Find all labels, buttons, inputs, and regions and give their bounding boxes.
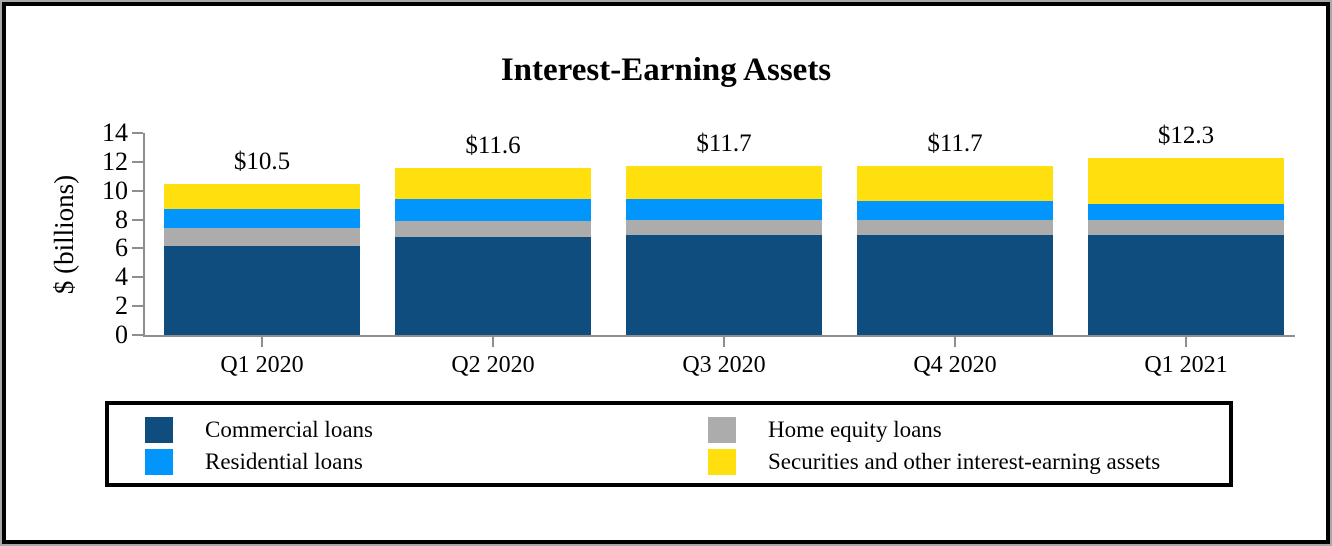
x-axis-tick-mark [261,335,263,347]
y-axis-tick-label: 10 [102,175,128,205]
y-axis-tick-label: 8 [115,204,128,234]
x-axis-label: Q2 2020 [451,352,535,378]
legend: Commercial loans Residential loans Home … [105,401,1233,487]
bar-total-label: $11.6 [465,131,521,159]
bar-segment-residential-loans [857,200,1053,220]
bar-segment-residential-loans [1088,203,1284,220]
bar-segment-residential-loans [164,209,360,229]
x-axis-tick-mark [723,335,725,347]
legend-item-label: Securities and other interest-earning as… [768,449,1161,474]
y-axis-tick-label: 0 [115,320,128,349]
y-axis-tick-label: 4 [115,262,128,292]
stacked-bar-q1-2020 [164,183,360,335]
stacked-bar-q2-2020 [395,167,591,335]
bar-segment-securities-and-other-interest-earning-assets [1088,157,1284,204]
stacked-bar-q3-2020 [626,166,822,335]
bar-segment-securities-and-other-interest-earning-assets [857,166,1053,201]
bar-segment-commercial-loans [1088,235,1284,335]
bar-total-label: $10.5 [233,147,291,175]
y-axis-tick-mark [132,218,143,221]
y-axis-tick-label: 6 [115,233,128,263]
legend-item-label: Home equity loans [768,417,942,442]
y-axis-tick-mark [132,189,143,192]
bar-segment-home-equity-loans [626,219,822,236]
bar-segment-commercial-loans [626,235,822,335]
y-axis-tick-mark [132,132,143,134]
legend-item-home-equity-loans: Home equity loans [708,415,1160,445]
legend-item-label: Commercial loans [205,417,373,442]
bar-segment-home-equity-loans [857,219,1053,236]
legend-column-right: Home equity loans Securities and other i… [708,415,1160,477]
bar-segment-securities-and-other-interest-earning-assets [164,183,360,210]
legend-item-residential-loans: Residential loans [145,447,373,477]
x-axis-label: Q3 2020 [682,352,766,378]
plot-area: $ (billions) 0 2 4 6 8 10 12 14 $10.5 Q1 2020 $11.… [50,118,1295,378]
y-axis-tick-mark [132,276,143,279]
chart-title: Interest-Earning Assets [500,52,832,88]
bar-segment-home-equity-loans [1088,219,1284,236]
legend-column-left: Commercial loans Residential loans [145,415,373,477]
legend-item-label: Residential loans [205,449,363,474]
x-axis-tick-mark [1185,335,1187,347]
legend-item-commercial-loans: Commercial loans [145,415,373,445]
y-axis-tick-label: 12 [102,146,128,176]
x-axis-label: Q1 2020 [220,352,304,378]
bar-segment-residential-loans [626,199,822,220]
x-axis-tick-mark [492,335,494,347]
legend-swatch-securities [708,449,736,475]
y-axis-tick-mark [132,247,143,250]
y-axis-tick-mark [132,160,143,163]
bar-segment-securities-and-other-interest-earning-assets [626,166,822,200]
legend-swatch-commercial-loans [145,417,173,443]
bar-segment-commercial-loans [164,245,360,335]
y-axis-tick-mark [132,305,143,308]
bar-total-label: $11.7 [927,130,983,158]
stacked-bar-q4-2020 [857,166,1053,335]
legend-swatch-home-equity-loans [708,417,736,443]
bar-segment-commercial-loans [857,235,1053,335]
x-axis-tick-mark [954,335,956,347]
bar-total-label: $11.7 [696,130,752,158]
y-axis-tick-label: 2 [115,291,128,321]
y-axis-tick-mark [132,334,143,336]
stacked-bar-q1-2021 [1088,157,1284,335]
y-axis-tick-label: 14 [102,118,128,147]
bar-segment-commercial-loans [395,236,591,335]
x-axis-label: Q4 2020 [913,352,997,378]
legend-swatch-residential-loans [145,449,173,475]
bar-segment-home-equity-loans [395,221,591,237]
bar-segment-home-equity-loans [164,228,360,246]
x-axis-label: Q1 2021 [1144,352,1228,378]
bar-segment-residential-loans [395,199,591,222]
bar-segment-securities-and-other-interest-earning-assets [395,167,591,200]
bar-total-label: $12.3 [1157,121,1215,149]
legend-item-securities: Securities and other interest-earning as… [708,447,1160,477]
